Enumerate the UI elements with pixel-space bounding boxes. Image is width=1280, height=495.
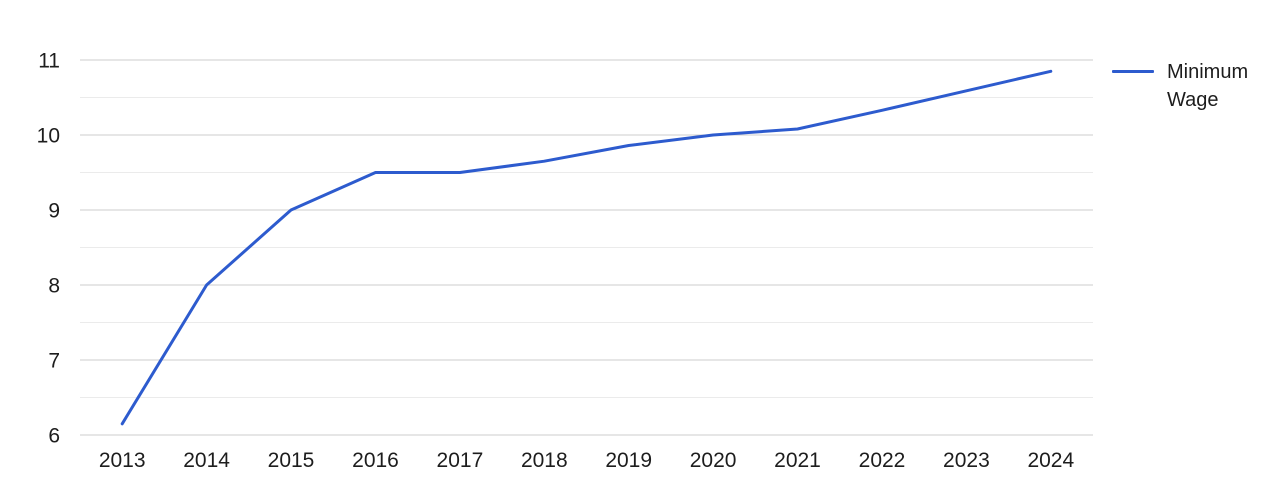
x-axis-tick-label: 2024 [1027, 449, 1074, 472]
x-axis-tick-label: 2016 [352, 449, 399, 472]
y-axis-tick-label: 8 [48, 275, 60, 298]
gridlines-minor [80, 97, 1093, 398]
series-lines [120, 69, 1053, 426]
legend: Minimum Wage [1112, 58, 1267, 114]
x-axis-tick-label: 2022 [859, 449, 906, 472]
y-axis-tick-label: 10 [37, 125, 60, 148]
x-axis-tick-label: 2015 [268, 449, 315, 472]
x-axis-tick-label: 2021 [774, 449, 821, 472]
gridlines-major [80, 59, 1093, 436]
x-axis-tick-label: 2023 [943, 449, 990, 472]
y-axis-tick-label: 7 [48, 350, 60, 373]
legend-line-swatch [1112, 70, 1154, 73]
x-axis-tick-label: 2013 [99, 449, 146, 472]
x-axis-tick-label: 2017 [437, 449, 484, 472]
x-axis-tick-label: 2020 [690, 449, 737, 472]
minimum-wage-series-line [120, 69, 1053, 426]
legend-series-label: Minimum Wage [1167, 61, 1249, 111]
y-axis-tick-label: 11 [38, 50, 60, 73]
x-axis-tick-label: 2019 [605, 449, 652, 472]
y-axis-tick-label: 9 [48, 200, 60, 223]
x-axis-tick-label: 2018 [521, 449, 568, 472]
x-axis-tick-label: 2014 [183, 449, 230, 472]
y-axis-tick-label: 6 [48, 425, 60, 448]
y-axis-tick-labels: 6 7 8 9 10 11 [37, 50, 60, 448]
x-axis-tick-labels: 2013 2014 2015 2016 2017 2018 2019 2020 2021 2022… [99, 449, 1075, 472]
